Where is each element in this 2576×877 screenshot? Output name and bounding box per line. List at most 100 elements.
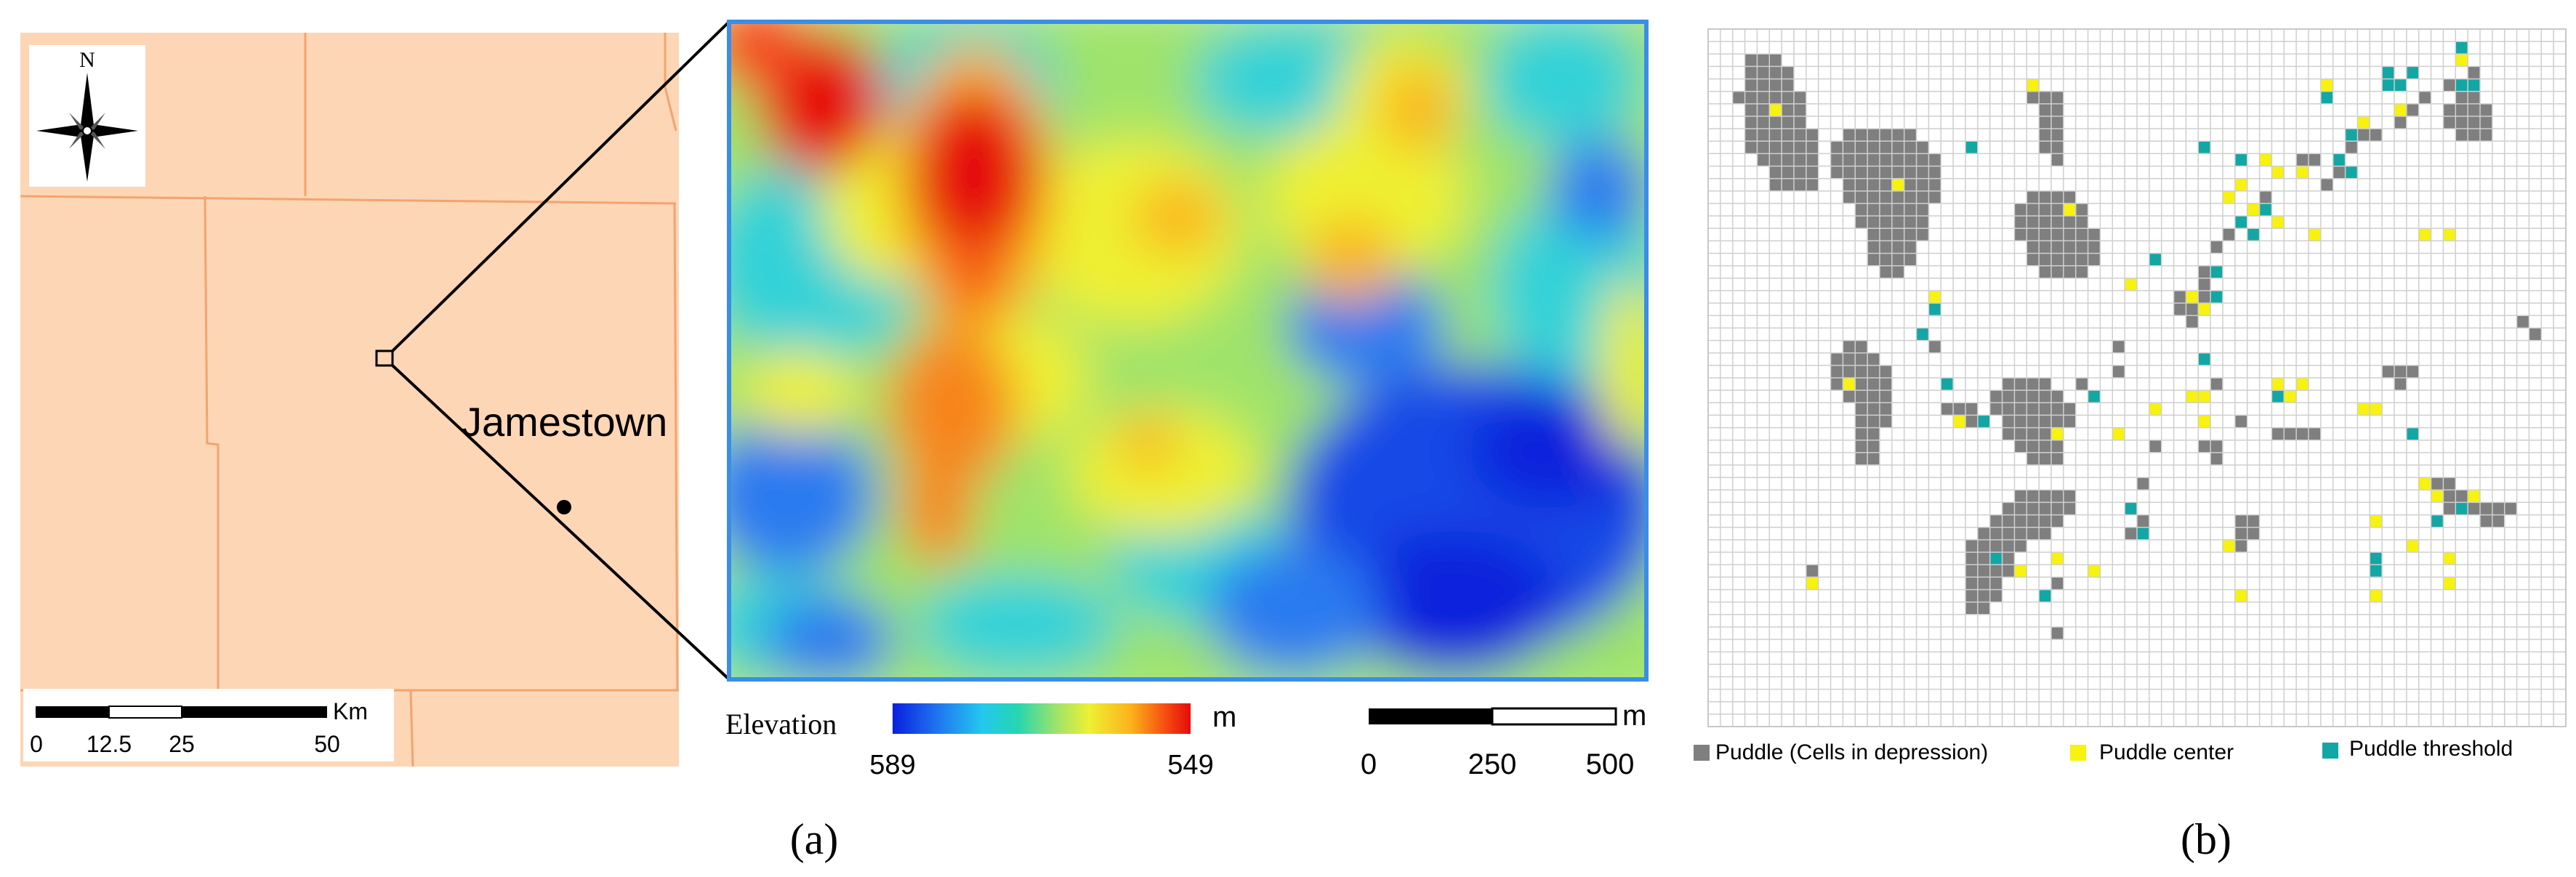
puddle-cell — [1867, 153, 1880, 166]
puddle-cell — [2370, 129, 2383, 142]
puddle-threshold-cell — [2198, 352, 2211, 365]
puddle-cell — [1806, 153, 1819, 166]
puddle-cell — [2026, 91, 2040, 104]
puddle-cell — [2296, 427, 2309, 440]
puddle-cell — [1843, 365, 1856, 378]
puddle-cell — [2063, 216, 2076, 229]
puddle-cell — [2051, 241, 2064, 254]
puddle-cell — [1794, 178, 1806, 191]
puddle-cell — [1916, 141, 1929, 154]
zoom-line-top — [391, 20, 730, 352]
puddle-cell — [2516, 315, 2529, 328]
puddle-center-cell — [2198, 303, 2211, 316]
puddle-cell — [1891, 216, 1904, 229]
puddle-cell — [2051, 228, 2064, 241]
puddle-cell — [2468, 91, 2480, 104]
puddle-center-cell — [2051, 427, 2064, 440]
puddle-cell — [1965, 415, 1978, 428]
puddle-cell — [1916, 178, 1929, 191]
puddle-center-cell — [2443, 552, 2456, 565]
puddle-cell — [1965, 589, 1978, 602]
puddle-cell — [1880, 390, 1892, 403]
puddle-cell — [1891, 265, 1904, 278]
puddle-cell — [2063, 190, 2076, 203]
puddle-cell — [1843, 178, 1856, 191]
puddle-center-cell — [2308, 228, 2321, 241]
puddle-cell — [2075, 253, 2088, 266]
puddle-cell — [2026, 415, 2040, 428]
puddle-cell — [2026, 378, 2040, 391]
elevation-legend-max: 549 — [1167, 750, 1213, 780]
puddle-cell — [1843, 129, 1856, 142]
puddle-cell — [1989, 403, 2003, 416]
puddle-cell — [1794, 91, 1806, 104]
puddle-cell — [1769, 54, 1782, 67]
puddle-cell — [1744, 103, 1758, 116]
county-map: N Jamestown Km 0 12.5 25 50 — [20, 20, 730, 767]
puddle-cell — [1867, 216, 1880, 229]
puddle-cell — [1880, 166, 1892, 179]
puddle-cell — [1891, 141, 1904, 154]
m-tick-0: 0 — [1361, 748, 1377, 780]
km-tick-1: 12.5 — [86, 731, 132, 757]
puddle-threshold-cell — [2271, 390, 2285, 403]
puddle-cell — [2406, 103, 2419, 116]
puddle-cell — [2075, 216, 2088, 229]
puddle-cell — [1916, 153, 1929, 166]
puddle-cell — [1782, 129, 1794, 142]
puddle-center-cell — [2222, 190, 2235, 203]
puddle-cell — [2039, 265, 2051, 278]
puddle-cell — [1891, 253, 1904, 266]
puddle-cell — [2234, 415, 2247, 428]
puddle-center-cell — [2186, 390, 2199, 403]
north-arrow: N — [29, 45, 145, 187]
puddle-center-cell — [2443, 577, 2456, 590]
puddle-cell — [2039, 390, 2051, 403]
puddle-cell — [1977, 527, 1990, 540]
puddle-cell — [2002, 427, 2015, 440]
puddle-cell — [1977, 577, 1990, 590]
m-tick-2: 500 — [1586, 748, 1635, 780]
puddle-cell — [2051, 403, 2064, 416]
puddle-threshold-cell — [2210, 291, 2223, 304]
puddle-center-cell — [1769, 103, 1782, 116]
puddle-cell — [2039, 203, 2051, 217]
caption-a: (a) — [790, 815, 839, 863]
puddle-cell — [1916, 216, 1929, 229]
puddle-cell — [1732, 91, 1745, 104]
puddle-cell — [1904, 129, 1917, 142]
puddle-cell — [1965, 539, 1978, 552]
puddle-cell — [1843, 141, 1856, 154]
m-tick-1: 250 — [1468, 748, 1517, 780]
puddle-cell — [1855, 352, 1868, 365]
puddle-cell — [2014, 403, 2027, 416]
puddle-threshold-cell — [2431, 514, 2444, 528]
puddle-cell — [2112, 340, 2125, 353]
puddle-center-cell — [2370, 589, 2383, 602]
puddle-cell — [2468, 103, 2480, 116]
puddle-cell — [2014, 490, 2027, 503]
puddle-threshold-cell — [2210, 265, 2223, 278]
puddle-cell — [2394, 116, 2407, 129]
puddle-cell — [2149, 440, 2162, 453]
puddle-center-cell — [2125, 278, 2137, 291]
puddle-cell — [2026, 253, 2040, 266]
puddle-cell — [1904, 216, 1917, 229]
puddle-cell — [2198, 278, 2211, 291]
puddle-cell — [2039, 228, 2051, 241]
puddle-cell — [1782, 166, 1794, 179]
puddle-cell — [1891, 153, 1904, 166]
puddle-cell — [2051, 452, 2064, 465]
puddle-cell — [1928, 153, 1941, 166]
puddle-cell — [1867, 365, 1880, 378]
puddle-cell — [1769, 129, 1782, 142]
puddle-center-cell — [2418, 477, 2431, 490]
puddle-cell — [2186, 315, 2199, 328]
puddle-cell — [1880, 403, 1892, 416]
puddle-cell — [1855, 166, 1868, 179]
puddle-cell — [1830, 378, 1843, 391]
puddle-cell — [2112, 365, 2125, 378]
puddle-cell — [1953, 403, 1965, 416]
puddle-cell — [1977, 602, 1990, 615]
